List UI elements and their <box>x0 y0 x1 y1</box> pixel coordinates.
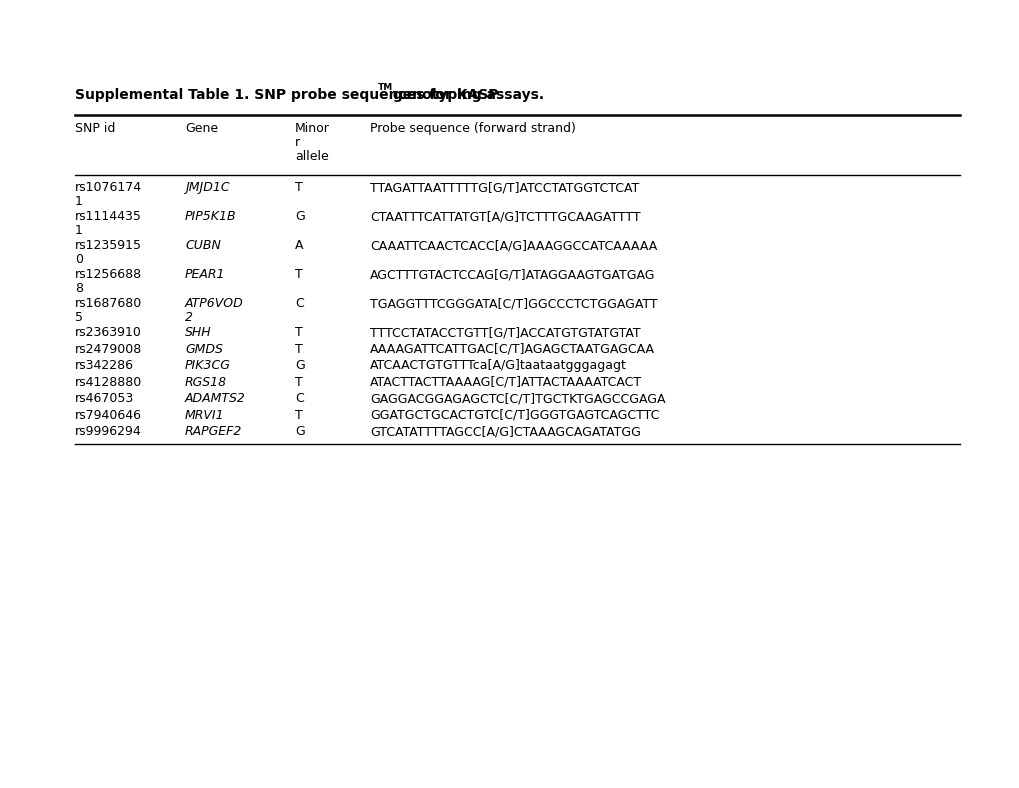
Text: 1: 1 <box>75 195 83 207</box>
Text: ADAMTS2: ADAMTS2 <box>184 392 246 405</box>
Text: rs7940646: rs7940646 <box>75 408 142 422</box>
Text: G: G <box>294 210 305 223</box>
Text: G: G <box>294 359 305 372</box>
Text: GTCATATTTTAGCC[A/G]CTAAAGCAGATATGG: GTCATATTTTAGCC[A/G]CTAAAGCAGATATGG <box>370 425 640 438</box>
Text: T: T <box>294 343 303 355</box>
Text: CTAATTTCATTATGT[A/G]TCTTTGCAAGATTTT: CTAATTTCATTATGT[A/G]TCTTTGCAAGATTTT <box>370 210 640 223</box>
Text: T: T <box>294 326 303 339</box>
Text: PEAR1: PEAR1 <box>184 268 225 281</box>
Text: rs2479008: rs2479008 <box>75 343 142 355</box>
Text: AAAAGATTCATTGAC[C/T]AGAGCTAATGAGCAA: AAAAGATTCATTGAC[C/T]AGAGCTAATGAGCAA <box>370 343 654 355</box>
Text: r: r <box>294 136 300 149</box>
Text: rs1076174: rs1076174 <box>75 181 142 194</box>
Text: TGAGGTTTCGGGATA[C/T]GGCCCTCTGGAGATT: TGAGGTTTCGGGATA[C/T]GGCCCTCTGGAGATT <box>370 297 657 310</box>
Text: SNP id: SNP id <box>75 122 115 135</box>
Text: ATCAACTGTGTTTca[A/G]taataatgggagagt: ATCAACTGTGTTTca[A/G]taataatgggagagt <box>370 359 627 372</box>
Text: ATP6VOD: ATP6VOD <box>184 297 244 310</box>
Text: GAGGACGGAGAGCTC[C/T]TGCTKTGAGCCGAGA: GAGGACGGAGAGCTC[C/T]TGCTKTGAGCCGAGA <box>370 392 664 405</box>
Text: MRVI1: MRVI1 <box>184 408 224 422</box>
Text: T: T <box>294 181 303 194</box>
Text: 5: 5 <box>75 310 83 324</box>
Text: RAPGEF2: RAPGEF2 <box>184 425 243 438</box>
Text: rs9996294: rs9996294 <box>75 425 142 438</box>
Text: C: C <box>294 297 304 310</box>
Text: Probe sequence (forward strand): Probe sequence (forward strand) <box>370 122 576 135</box>
Text: GGATGCTGCACTGTC[C/T]GGGTGAGTCAGCTTC: GGATGCTGCACTGTC[C/T]GGGTGAGTCAGCTTC <box>370 408 658 422</box>
Text: PIP5K1B: PIP5K1B <box>184 210 236 223</box>
Text: rs4128880: rs4128880 <box>75 376 142 388</box>
Text: 1: 1 <box>75 224 83 236</box>
Text: C: C <box>294 392 304 405</box>
Text: Supplemental Table 1. SNP probe sequences for KASP: Supplemental Table 1. SNP probe sequence… <box>75 88 498 102</box>
Text: RGS18: RGS18 <box>184 376 227 388</box>
Text: TTTCCTATACCTGTT[G/T]ACCATGTGTATGTAT: TTTCCTATACCTGTT[G/T]ACCATGTGTATGTAT <box>370 326 640 339</box>
Text: CAAATTCAACTCACC[A/G]AAAGGCCATCAAAAA: CAAATTCAACTCACC[A/G]AAAGGCCATCAAAAA <box>370 239 656 252</box>
Text: CUBN: CUBN <box>184 239 221 252</box>
Text: AGCTTTGTACTCCAG[G/T]ATAGGAAGTGATGAG: AGCTTTGTACTCCAG[G/T]ATAGGAAGTGATGAG <box>370 268 655 281</box>
Text: allele: allele <box>294 150 328 163</box>
Text: rs1256688: rs1256688 <box>75 268 142 281</box>
Text: JMJD1C: JMJD1C <box>184 181 229 194</box>
Text: Gene: Gene <box>184 122 218 135</box>
Text: 2: 2 <box>184 310 193 324</box>
Text: ATACTTACTTAAAAG[C/T]ATTACTAAAATCACT: ATACTTACTTAAAAG[C/T]ATTACTAAAATCACT <box>370 376 642 388</box>
Text: rs1114435: rs1114435 <box>75 210 142 223</box>
Text: T: T <box>294 408 303 422</box>
Text: rs1235915: rs1235915 <box>75 239 142 252</box>
Text: 0: 0 <box>75 252 83 266</box>
Text: 8: 8 <box>75 281 83 295</box>
Text: rs467053: rs467053 <box>75 392 135 405</box>
Text: T: T <box>294 376 303 388</box>
Text: SHH: SHH <box>184 326 211 339</box>
Text: T: T <box>294 268 303 281</box>
Text: A: A <box>294 239 304 252</box>
Text: TM: TM <box>377 83 392 92</box>
Text: rs1687680: rs1687680 <box>75 297 142 310</box>
Text: rs2363910: rs2363910 <box>75 326 142 339</box>
Text: PIK3CG: PIK3CG <box>184 359 230 372</box>
Text: Minor: Minor <box>294 122 329 135</box>
Text: TTAGATTAATTTTTG[G/T]ATCCTATGGTCTCAT: TTAGATTAATTTTTG[G/T]ATCCTATGGTCTCAT <box>370 181 639 194</box>
Text: GMDS: GMDS <box>184 343 223 355</box>
Text: rs342286: rs342286 <box>75 359 133 372</box>
Text: G: G <box>294 425 305 438</box>
Text: genotyping assays.: genotyping assays. <box>388 88 544 102</box>
